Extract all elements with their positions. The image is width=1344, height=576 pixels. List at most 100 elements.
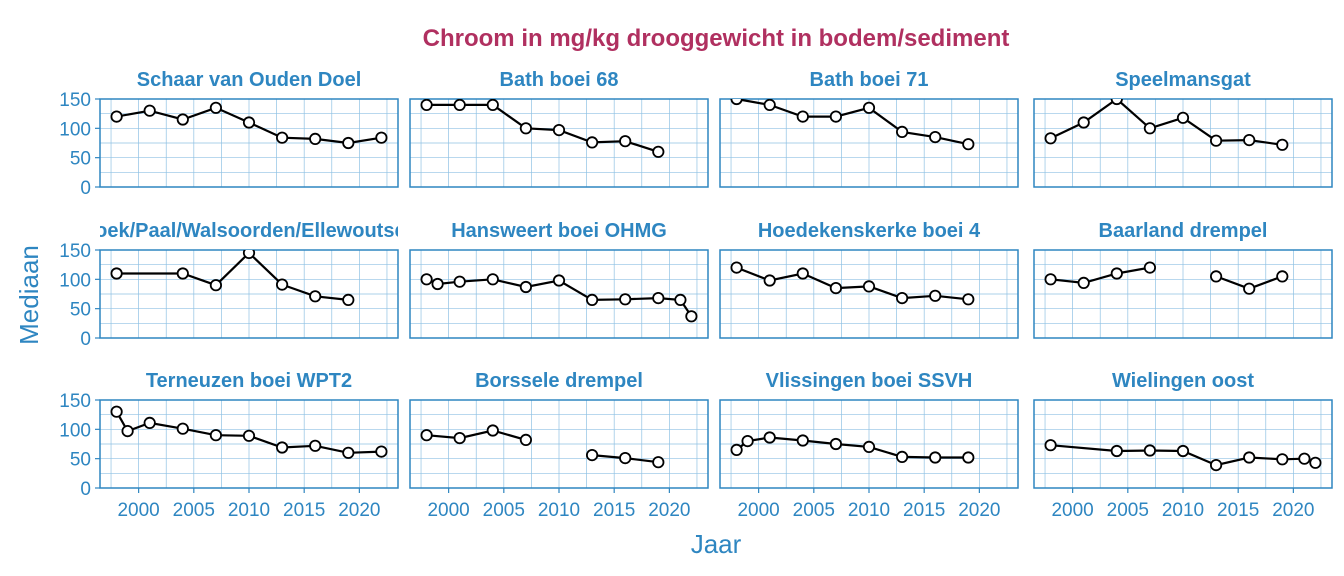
data-point xyxy=(962,293,975,306)
data-point xyxy=(796,110,809,123)
series-line xyxy=(1050,266,1151,285)
data-point xyxy=(431,277,444,291)
data-point xyxy=(309,290,322,303)
data-point xyxy=(829,110,843,123)
x-tick-label: 2005 xyxy=(1107,500,1149,521)
panel-title: Borssele drempel xyxy=(475,370,643,392)
panel-frame xyxy=(409,249,709,339)
data-point xyxy=(143,416,156,429)
data-point xyxy=(652,456,665,469)
data-point xyxy=(209,429,222,442)
panel-grid xyxy=(410,249,708,339)
data-point xyxy=(453,431,466,445)
panel-title: Hoedekenskerke boei 4 xyxy=(758,220,981,242)
data-point xyxy=(110,267,123,280)
y-tick-label: 100 xyxy=(59,119,91,140)
data-point xyxy=(1276,138,1289,151)
data-point xyxy=(486,273,499,286)
data-point xyxy=(209,279,222,292)
y-tick-label: 100 xyxy=(59,420,91,441)
data-point xyxy=(1176,111,1190,124)
panel-title: Wielingen oost xyxy=(1112,370,1254,392)
data-point xyxy=(1298,452,1311,465)
data-point xyxy=(1044,132,1057,145)
data-point xyxy=(275,131,289,144)
data-point xyxy=(1210,458,1223,472)
x-tick-label: 2020 xyxy=(338,500,380,521)
x-axis-label: Jaar xyxy=(691,529,742,559)
data-point xyxy=(619,451,632,465)
data-point xyxy=(674,293,687,306)
data-point xyxy=(420,429,433,442)
data-point xyxy=(862,280,876,293)
series xyxy=(420,273,698,323)
panel-title: Bath boei 71 xyxy=(810,69,929,91)
series xyxy=(110,101,388,150)
data-point xyxy=(342,136,355,150)
data-point xyxy=(309,132,322,145)
panel-grid xyxy=(720,249,1018,339)
series xyxy=(1044,261,1289,295)
x-tick-label: 2010 xyxy=(1162,500,1204,521)
panel: Hoedekenskerke boei 4 xyxy=(719,220,1019,339)
data-point xyxy=(242,116,256,129)
panel-title: Vlissingen boei SSVH xyxy=(766,370,973,392)
data-point xyxy=(1143,122,1157,135)
data-point xyxy=(730,99,743,106)
panel: Vlissingen boei SSVH 2000 2005 2010 2015 2020 xyxy=(719,370,1019,521)
data-point xyxy=(242,429,256,442)
series xyxy=(420,99,665,158)
chart-title: Chroom in mg/kg drooggewicht in bodem/se… xyxy=(423,25,1010,52)
data-point xyxy=(585,136,599,149)
data-point xyxy=(342,293,355,306)
data-point xyxy=(486,424,499,437)
panel: Terneuzen boei WPT2 0 50 100 150 2000 2005 2010… xyxy=(59,370,399,521)
y-tick-label: 100 xyxy=(59,270,91,291)
data-point xyxy=(176,113,189,126)
data-point xyxy=(962,138,975,151)
panel: Borssele drempel 2000 2005 2010 2015 2020 xyxy=(409,370,709,521)
data-point xyxy=(962,451,975,464)
panel-frame xyxy=(409,98,709,188)
data-point xyxy=(1309,456,1322,469)
data-point xyxy=(585,448,599,462)
facet-panels: Schaar van Ouden Doel 0 50 100 150 Bath boei … xyxy=(0,69,1333,521)
data-point xyxy=(1176,444,1190,458)
data-point xyxy=(862,440,876,453)
panel-title: Hansweert/Waarde/Ossenisse/Baalhoek/Paal… xyxy=(0,220,747,242)
data-point xyxy=(1276,270,1289,283)
data-point xyxy=(829,437,843,451)
x-tick-label: 2010 xyxy=(228,500,270,521)
panel-frame xyxy=(1033,98,1333,188)
data-point xyxy=(730,261,743,274)
y-tick-label: 0 xyxy=(80,178,91,199)
data-point xyxy=(585,293,599,306)
x-tick-label: 2010 xyxy=(538,500,580,521)
data-point xyxy=(486,99,499,111)
series xyxy=(730,99,975,151)
y-axis-label: Mediaan xyxy=(14,245,44,345)
x-tick-label: 2015 xyxy=(283,500,325,521)
data-point xyxy=(862,101,876,114)
data-point xyxy=(652,291,665,305)
panel: Speelmansgat xyxy=(1033,69,1333,188)
y-tick-label: 150 xyxy=(59,90,91,111)
series xyxy=(420,424,665,469)
panel-frame xyxy=(99,98,399,188)
data-point xyxy=(685,310,698,323)
data-point xyxy=(741,434,754,448)
data-point xyxy=(895,125,909,138)
series xyxy=(110,405,388,459)
data-point xyxy=(143,104,156,117)
data-point xyxy=(519,280,533,294)
panel-title: Hansweert boei OHMG xyxy=(451,220,667,242)
data-point xyxy=(1210,270,1223,283)
data-point xyxy=(176,422,189,435)
x-tick-label: 2000 xyxy=(1051,500,1093,521)
data-point xyxy=(519,433,533,446)
y-tick-label: 0 xyxy=(80,329,91,350)
panel-grid xyxy=(1034,399,1332,489)
series xyxy=(110,250,355,306)
data-point xyxy=(453,275,466,288)
y-tick-label: 50 xyxy=(70,149,91,170)
